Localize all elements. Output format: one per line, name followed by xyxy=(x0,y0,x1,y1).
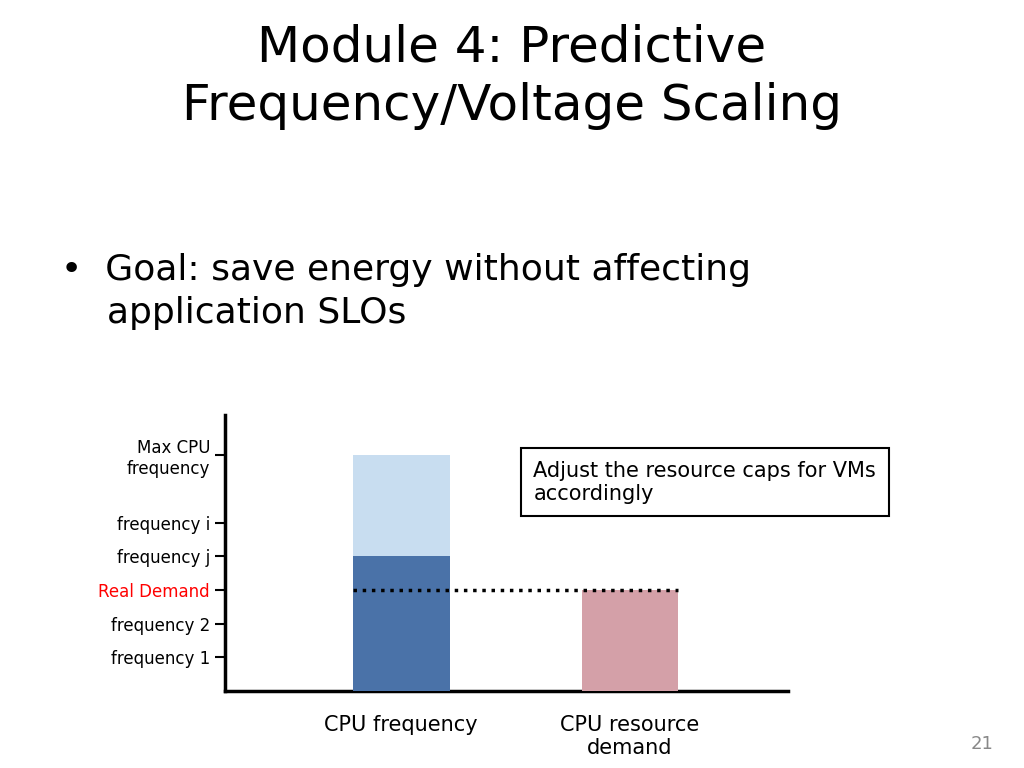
Text: CPU frequency: CPU frequency xyxy=(325,715,478,735)
Bar xyxy=(353,556,450,691)
Text: application SLOs: application SLOs xyxy=(61,296,407,329)
Text: CPU resource
demand: CPU resource demand xyxy=(560,715,699,758)
Text: Adjust the resource caps for VMs
accordingly: Adjust the resource caps for VMs accordi… xyxy=(534,461,876,504)
Text: •  Goal: save energy without affecting: • Goal: save energy without affecting xyxy=(61,253,752,287)
Bar xyxy=(353,455,450,556)
Bar xyxy=(582,590,679,691)
Text: Module 4: Predictive
Frequency/Voltage Scaling: Module 4: Predictive Frequency/Voltage S… xyxy=(182,23,842,131)
Text: 21: 21 xyxy=(971,735,993,753)
